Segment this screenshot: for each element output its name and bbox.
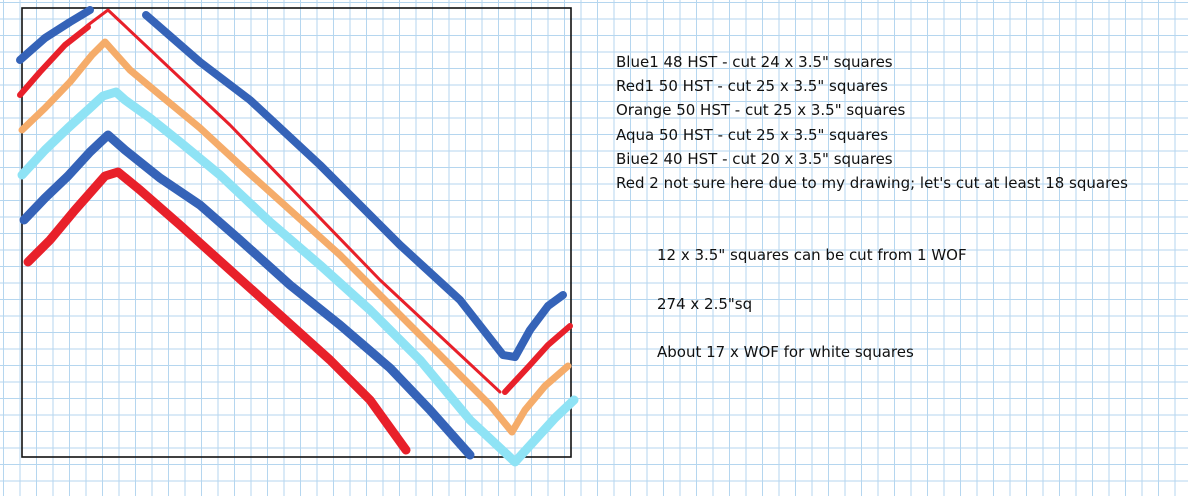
stripe-blue2 <box>19 130 475 460</box>
cut-list: Blue1 48 HST - cut 24 x 3.5" squares Red… <box>616 50 1128 195</box>
stripe-orange <box>18 38 572 436</box>
stripe-blue1 <box>16 6 94 64</box>
stripe-red1-end <box>502 323 573 395</box>
cut-list-aqua: Aqua 50 HST - cut 25 x 3.5" squares <box>616 125 889 144</box>
stripe-red1 <box>18 8 502 394</box>
note-small-squares: 274 x 2.5"sq <box>657 295 753 313</box>
quilt-sketch <box>16 6 579 467</box>
stripe-red1-start <box>17 24 91 98</box>
note-white-wof: About 17 x WOF for white squares <box>657 343 914 361</box>
cut-list-red2: Red 2 not sure here due to my drawing; l… <box>616 173 1128 192</box>
cut-list-blue1: Blue1 48 HST - cut 24 x 3.5" squares <box>616 53 893 71</box>
quilt-border <box>21 7 572 458</box>
cut-list-orange: Orange 50 HST - cut 25 x 3.5" squares <box>616 101 906 120</box>
stripe-red2 <box>23 167 411 455</box>
cut-list-blue2: Biue2 40 HST - cut 20 x 3.5" squares <box>616 149 893 168</box>
note-wof-squares: 12 x 3.5" squares can be cut from 1 WOF <box>657 246 967 264</box>
stripe-aqua <box>17 87 579 467</box>
stripe-blue1-long <box>142 11 567 361</box>
cut-list-red1: Red1 50 HST - cut 25 x 3.5" squares <box>616 77 888 96</box>
